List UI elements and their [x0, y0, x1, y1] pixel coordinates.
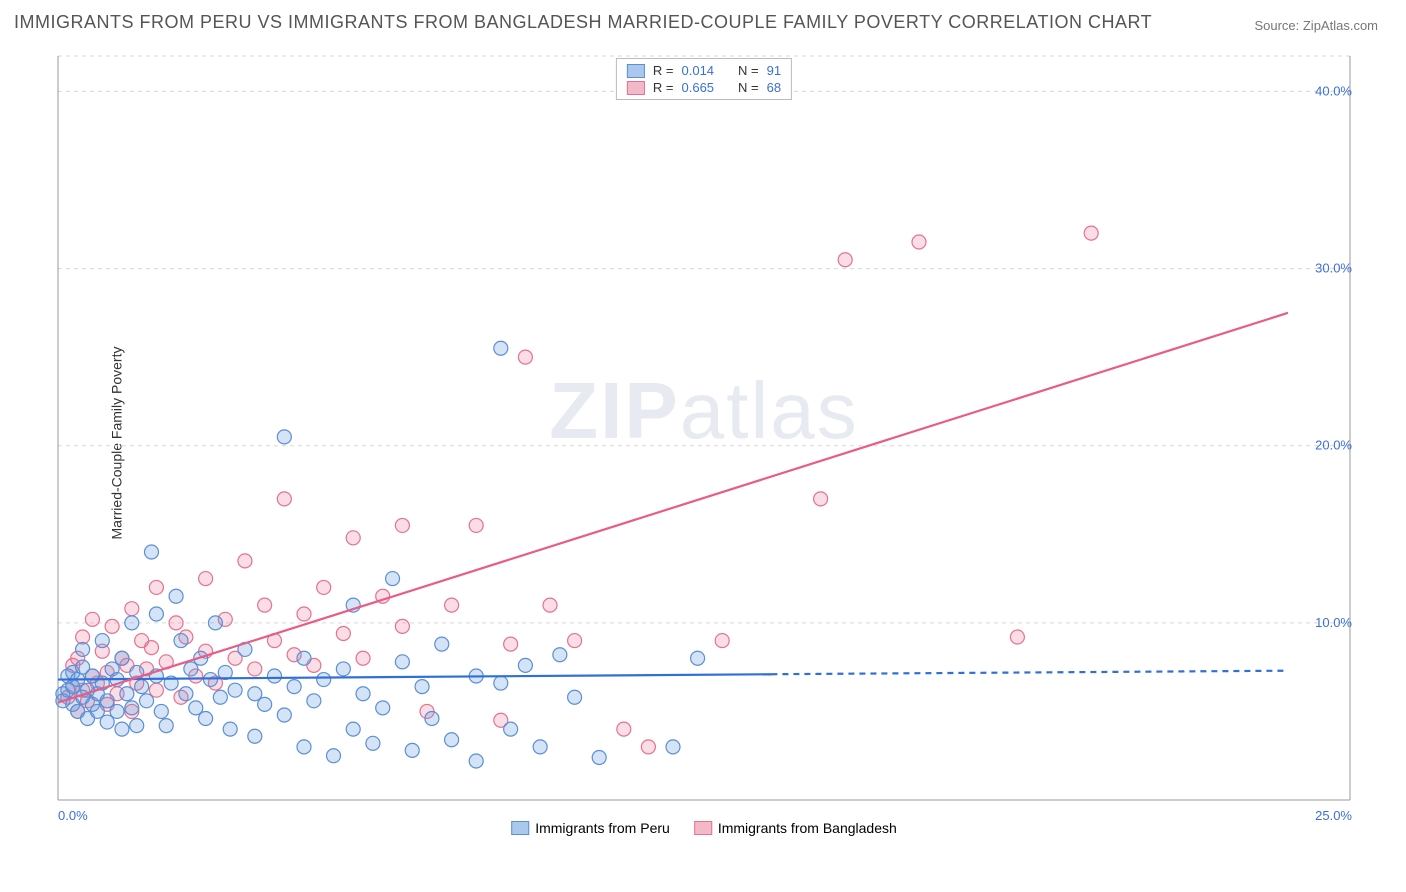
legend-swatch-peru	[511, 821, 529, 835]
r-label: R =	[653, 63, 674, 78]
svg-text:0.0%: 0.0%	[58, 808, 88, 823]
r-value-peru: 0.014	[681, 63, 714, 78]
legend-label-bangladesh: Immigrants from Bangladesh	[718, 820, 897, 836]
svg-text:25.0%: 25.0%	[1315, 808, 1352, 823]
svg-text:40.0%: 40.0%	[1315, 83, 1352, 98]
legend-label-peru: Immigrants from Peru	[535, 820, 670, 836]
n-label: N =	[738, 80, 759, 95]
chart-title: IMMIGRANTS FROM PERU VS IMMIGRANTS FROM …	[14, 12, 1152, 33]
legend-swatch-bangladesh	[627, 81, 645, 95]
svg-text:10.0%: 10.0%	[1315, 615, 1352, 630]
n-value-bangladesh: 68	[767, 80, 781, 95]
scatter-plot: 10.0% 20.0% 30.0% 40.0% 0.0% 25.0%	[48, 48, 1360, 838]
svg-text:20.0%: 20.0%	[1315, 438, 1352, 453]
legend-stats-row-2: R = 0.665 N = 68	[627, 79, 781, 96]
legend-swatch-bangladesh	[694, 821, 712, 835]
legend-item-bangladesh: Immigrants from Bangladesh	[694, 820, 897, 836]
legend-stats-row-1: R = 0.014 N = 91	[627, 62, 781, 79]
chart-container: IMMIGRANTS FROM PERU VS IMMIGRANTS FROM …	[0, 0, 1406, 892]
n-label: N =	[738, 63, 759, 78]
r-value-bangladesh: 0.665	[681, 80, 714, 95]
legend-series: Immigrants from Peru Immigrants from Ban…	[511, 820, 897, 836]
legend-swatch-peru	[627, 64, 645, 78]
legend-stats: R = 0.014 N = 91 R = 0.665 N = 68	[616, 58, 792, 100]
source-attribution: Source: ZipAtlas.com	[1254, 18, 1378, 33]
chart-area: Married-Couple Family Poverty 10.0%20.0%…	[48, 48, 1360, 838]
r-label: R =	[653, 80, 674, 95]
n-value-peru: 91	[767, 63, 781, 78]
svg-text:30.0%: 30.0%	[1315, 261, 1352, 276]
legend-item-peru: Immigrants from Peru	[511, 820, 670, 836]
